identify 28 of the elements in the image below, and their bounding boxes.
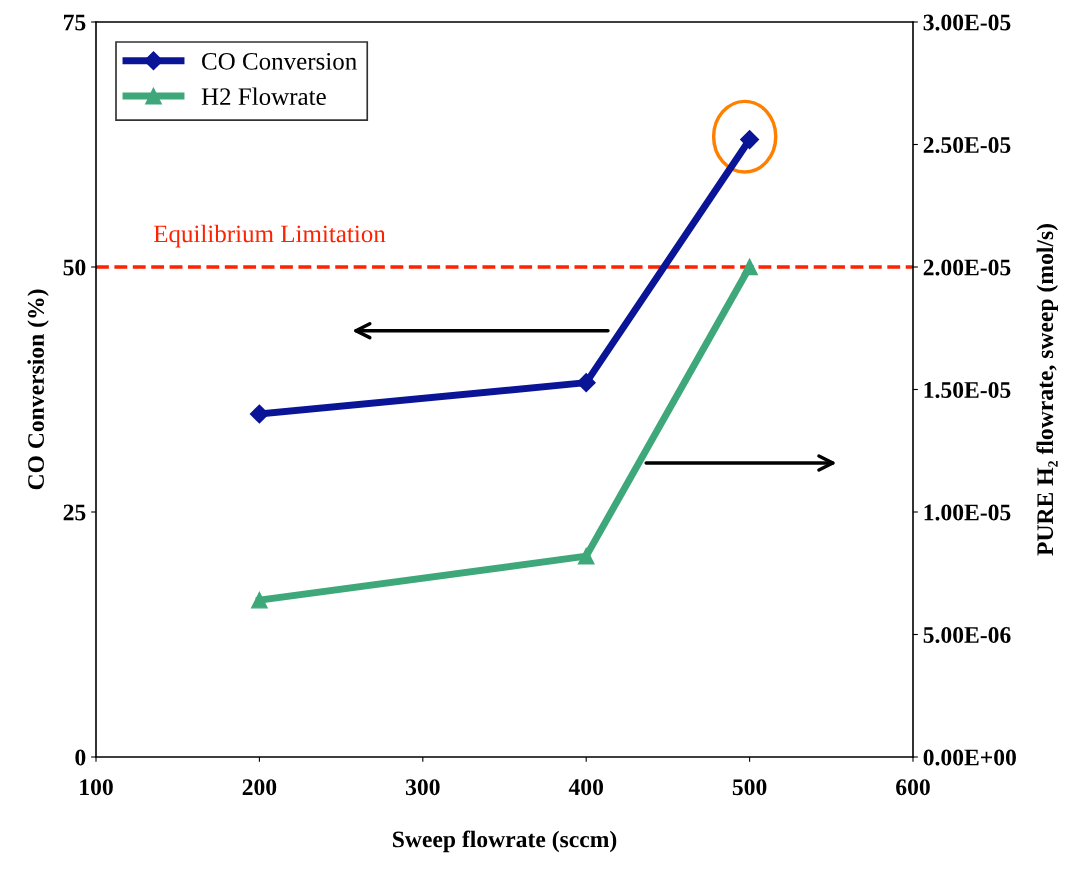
y2-tick-label: 2.50E-05 [923, 136, 1011, 154]
y2-tick-label: 1.50E-05 [924, 381, 1011, 399]
x-axis-title: Sweep flowrate (sccm) [392, 830, 617, 853]
x-tick-label: 200 [242, 779, 277, 796]
point [577, 547, 595, 565]
x-tick-label: 500 [732, 779, 767, 796]
y-tick-label: 75 [64, 14, 86, 31]
legend-label: H2 Flowrate [201, 87, 326, 106]
y-tick-label: 0 [75, 749, 86, 766]
x-tick-label: 300 [405, 779, 440, 796]
y-tick-label: 50 [63, 259, 86, 276]
y2-tick-label: 5.00E-06 [923, 626, 1011, 644]
y-axis-title: CO Conversion (%) [27, 289, 49, 490]
x-tick-label: 600 [896, 779, 930, 796]
y2-tick-label: 2.00E-05 [923, 259, 1011, 276]
y2-axis-title: PURE H₂ flowrate, sweep (mol/s) [1036, 224, 1058, 556]
y2-tick-label: 1.00E-05 [924, 504, 1011, 521]
legend-label: CO Conversion [202, 52, 357, 70]
y2-tick-label: 3.00E-05 [923, 14, 1011, 31]
y2-tick-label: 0.00E+00 [923, 749, 1016, 766]
y-tick-label: 25 [63, 504, 86, 521]
ref-line-label: Equilibrium Limitation [153, 224, 386, 248]
x-tick-label: 400 [568, 779, 604, 796]
x-tick-label: 100 [80, 779, 113, 796]
point [741, 258, 758, 276]
point [251, 591, 268, 609]
point [576, 373, 596, 393]
point [249, 404, 269, 424]
